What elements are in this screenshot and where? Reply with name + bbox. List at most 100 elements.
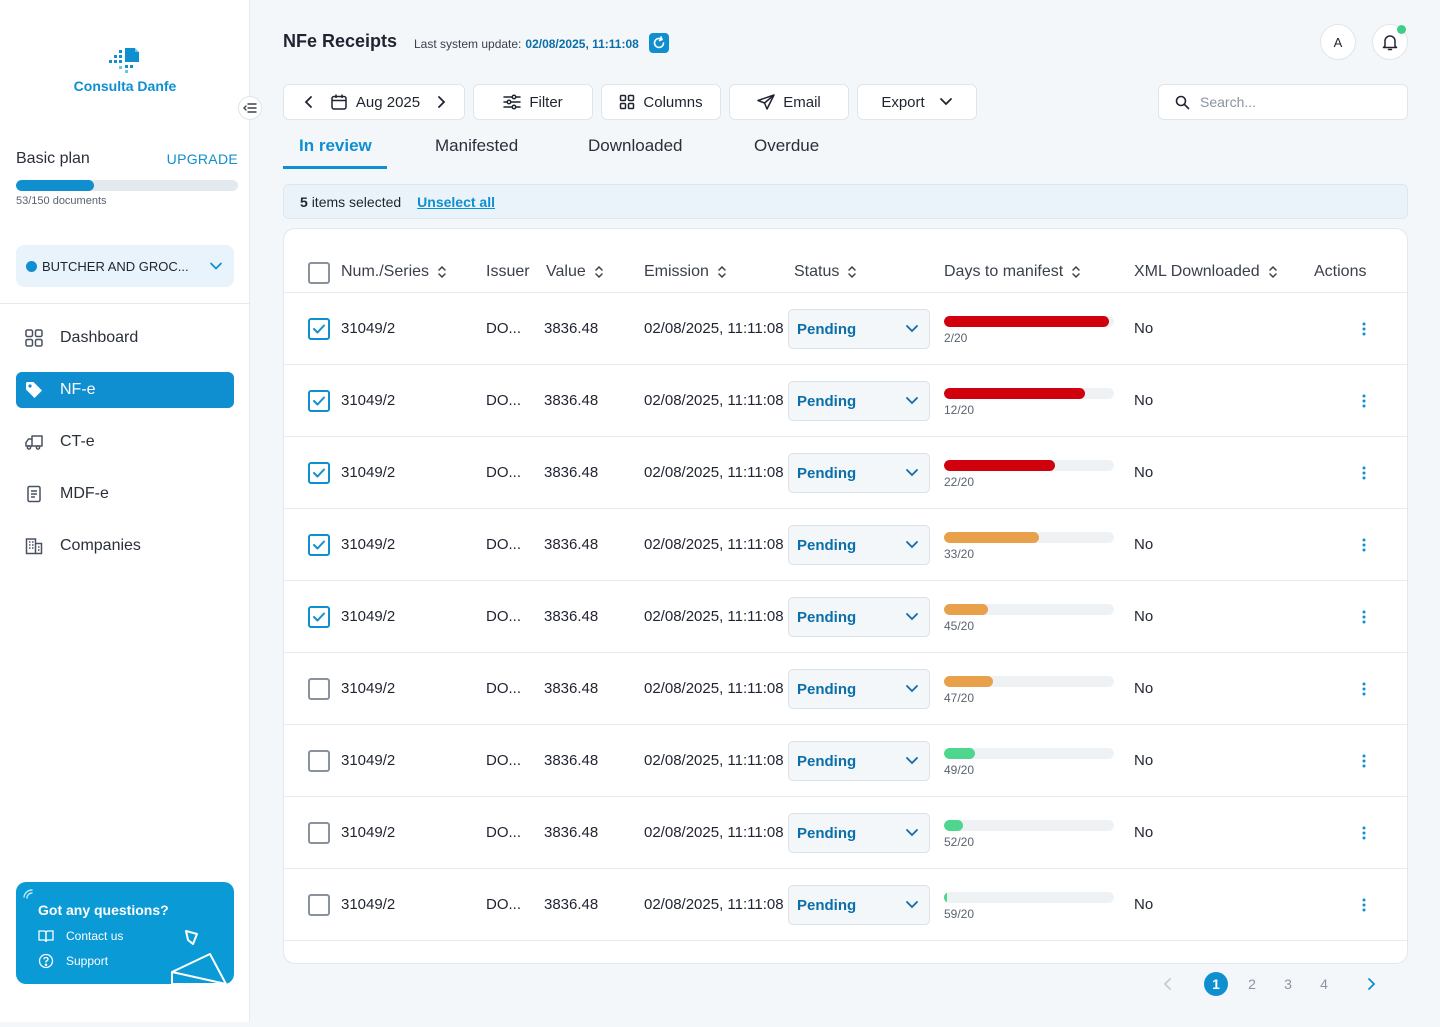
chevron-left-icon[interactable] — [304, 95, 314, 109]
support-link[interactable]: Support — [38, 953, 108, 969]
notifications-button[interactable] — [1372, 24, 1408, 60]
columns-label: Columns — [643, 93, 703, 111]
table-row[interactable]: 31049/2 DO... 3836.48 02/08/2025, 11:11:08 P… — [284, 437, 1407, 509]
row-actions-button[interactable] — [1358, 751, 1370, 771]
logo-icon — [109, 48, 139, 73]
sidebar-item-nfe[interactable]: NF-e — [16, 372, 234, 408]
columns-button[interactable]: Columns — [601, 84, 721, 120]
filter-button[interactable]: Filter — [473, 84, 593, 120]
help-title: Got any questions? — [38, 902, 169, 918]
row-checkbox[interactable] — [308, 822, 330, 844]
tab-downloaded[interactable]: Downloaded — [588, 136, 683, 155]
column-label: Emission — [644, 263, 709, 280]
row-checkbox[interactable] — [308, 678, 330, 700]
page-4-button[interactable]: 4 — [1320, 976, 1328, 992]
row-checkbox[interactable] — [308, 606, 330, 628]
next-page-button[interactable] — [1359, 972, 1383, 996]
row-actions-button[interactable] — [1358, 391, 1370, 411]
days-progress-fill — [944, 820, 963, 831]
row-actions-button[interactable] — [1358, 463, 1370, 483]
table-row[interactable]: 31049/2 DO... 3836.48 02/08/2025, 11:11:08 P… — [284, 725, 1407, 797]
select-all-checkbox[interactable] — [308, 262, 330, 284]
row-actions-button[interactable] — [1358, 679, 1370, 699]
table-header: Num./Series Issuer Value Emission Status… — [284, 229, 1407, 293]
period-display[interactable]: Aug 2025 — [330, 93, 420, 111]
column-days-to-manifest[interactable]: Days to manifest — [944, 263, 1081, 281]
column-num-series[interactable]: Num./Series — [341, 263, 447, 281]
main-nav: Dashboard NF-e CT-e MDF-e Companies — [16, 320, 234, 580]
search-input[interactable] — [1200, 94, 1390, 110]
row-checkbox[interactable] — [308, 894, 330, 916]
table-row[interactable]: 31049/2 DO... 3836.48 02/08/2025, 11:11:08 P… — [284, 581, 1407, 653]
row-xml-downloaded: No — [1134, 608, 1154, 625]
row-actions-button[interactable] — [1358, 895, 1370, 915]
sort-icon — [1072, 265, 1080, 279]
row-status-select[interactable]: Pending — [788, 525, 930, 565]
page-3-button[interactable]: 3 — [1284, 976, 1292, 992]
table-row[interactable]: 31049/2 DO... 3836.48 02/08/2025, 11:11:08 P… — [284, 293, 1407, 365]
row-status-select[interactable]: Pending — [788, 813, 930, 853]
table-row[interactable]: 31049/2 DO... 3836.48 02/08/2025, 11:11:08 P… — [284, 797, 1407, 869]
row-status-select[interactable]: Pending — [788, 309, 930, 349]
row-checkbox[interactable] — [308, 534, 330, 556]
column-issuer[interactable]: Issuer — [486, 263, 530, 281]
row-checkbox[interactable] — [308, 390, 330, 412]
row-status-select[interactable]: Pending — [788, 381, 930, 421]
column-label: Days to manifest — [944, 263, 1064, 280]
check-icon — [313, 540, 325, 550]
user-avatar[interactable]: A — [1320, 24, 1356, 60]
more-vertical-icon — [1362, 898, 1366, 912]
days-progress-fill — [944, 316, 1109, 327]
row-checkbox[interactable] — [308, 750, 330, 772]
days-progress-fill — [944, 748, 975, 759]
table-row[interactable]: 31049/2 DO... 3836.48 02/08/2025, 11:11:08 P… — [284, 869, 1407, 941]
company-status-dot — [26, 260, 37, 272]
tab-overdue[interactable]: Overdue — [754, 136, 820, 155]
row-checkbox[interactable] — [308, 318, 330, 340]
contact-us-label: Contact us — [66, 929, 124, 943]
table-row[interactable]: 31049/2 DO... 3836.48 02/08/2025, 11:11:08 P… — [284, 365, 1407, 437]
sidebar-item-mdfe[interactable]: MDF-e — [16, 476, 234, 512]
row-actions-button[interactable] — [1358, 607, 1370, 627]
sidebar-item-cte[interactable]: CT-e — [16, 424, 234, 460]
contact-us-link[interactable]: Contact us — [38, 929, 123, 943]
chevron-right-icon[interactable] — [436, 95, 446, 109]
grid-icon — [24, 328, 44, 348]
row-actions-button[interactable] — [1358, 535, 1370, 555]
page-1-button[interactable]: 1 — [1204, 972, 1228, 996]
more-vertical-icon — [1362, 682, 1366, 696]
refresh-button[interactable] — [648, 33, 669, 53]
column-status[interactable]: Status — [794, 263, 857, 281]
row-status-select[interactable]: Pending — [788, 453, 930, 493]
page-2-button[interactable]: 2 — [1248, 976, 1256, 992]
company-selector[interactable]: BUTCHER AND GROC... — [16, 245, 234, 287]
row-num-series: 31049/2 — [341, 320, 396, 337]
row-actions-button[interactable] — [1358, 823, 1370, 843]
collapse-sidebar-button[interactable] — [238, 96, 262, 120]
row-status-select[interactable]: Pending — [788, 669, 930, 709]
row-checkbox[interactable] — [308, 462, 330, 484]
unselect-all-link[interactable]: Unselect all — [417, 193, 495, 210]
row-actions-button[interactable] — [1358, 319, 1370, 339]
column-xml-downloaded[interactable]: XML Downloaded — [1134, 263, 1278, 281]
brand-logo[interactable]: Consulta Danfe — [0, 46, 250, 94]
upgrade-link[interactable]: UPGRADE — [166, 151, 238, 167]
table-row[interactable]: 31049/2 DO... 3836.48 02/08/2025, 11:11:08 P… — [284, 509, 1407, 581]
row-status-select[interactable]: Pending — [788, 597, 930, 637]
table-row[interactable]: 31049/2 DO... 3836.48 02/08/2025, 11:11:08 P… — [284, 653, 1407, 725]
tab-manifested[interactable]: Manifested — [435, 136, 519, 155]
export-dropdown[interactable]: Export — [857, 84, 977, 120]
row-status-select[interactable]: Pending — [788, 885, 930, 925]
row-emission: 02/08/2025, 11:11:08 — [644, 680, 784, 697]
row-status-select[interactable]: Pending — [788, 741, 930, 781]
prev-page-button[interactable] — [1156, 972, 1180, 996]
paper-plane-decoration-icon — [171, 930, 227, 984]
sidebar-item-companies[interactable]: Companies — [16, 528, 234, 564]
sidebar-item-dashboard[interactable]: Dashboard — [16, 320, 234, 356]
column-emission[interactable]: Emission — [644, 263, 727, 281]
column-value[interactable]: Value — [546, 263, 604, 281]
email-button[interactable]: Email — [729, 84, 849, 120]
days-progress-fill — [944, 676, 994, 687]
row-xml-downloaded: No — [1134, 896, 1154, 913]
tab-in-review[interactable]: In review — [283, 136, 387, 169]
